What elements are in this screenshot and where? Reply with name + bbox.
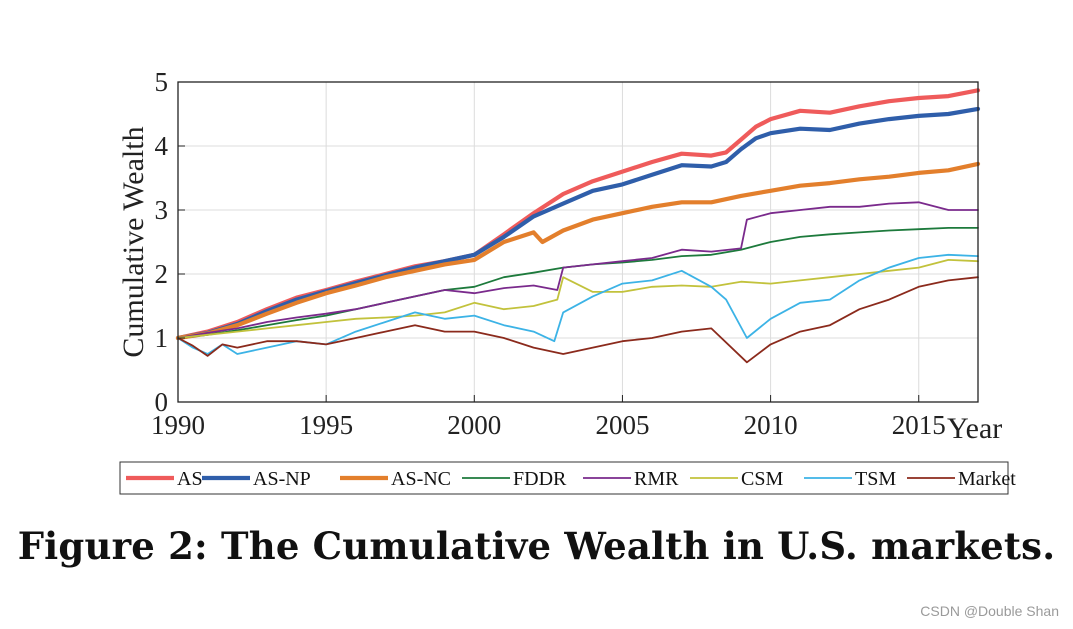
series-lines [175, 88, 981, 364]
series-line-rmr [177, 201, 979, 339]
y-axis-label: Cumulative Wealth [117, 126, 150, 357]
x-axis-label: Year [947, 412, 1002, 445]
legend-label: TSM [855, 468, 896, 490]
legend-label: AS-NP [253, 468, 311, 490]
y-tick-label: 3 [155, 195, 169, 225]
figure-caption: Figure 2: The Cumulative Wealth in U.S. … [17, 524, 1056, 568]
legend-label: AS [177, 468, 203, 490]
plot-frame [177, 81, 979, 403]
x-tick-label: 1995 [299, 410, 353, 440]
y-tick-label: 2 [155, 259, 169, 289]
series-line-market [177, 276, 979, 364]
legend-label: FDDR [513, 468, 567, 490]
x-tick-label: 2010 [744, 410, 798, 440]
series-line-tsm [177, 253, 979, 355]
legend: AS AS-NP AS-NC FDDR RMR CSM TSM Market [119, 461, 1016, 495]
series-line-fddr [177, 226, 979, 339]
series-line-as-nc [175, 161, 981, 341]
grid-lines [177, 81, 978, 403]
y-tick-label: 1 [155, 323, 169, 353]
legend-label: Market [958, 468, 1016, 490]
y-tick-label: 4 [155, 131, 169, 161]
legend-label: AS-NC [391, 468, 451, 490]
series-line-csm [177, 258, 979, 339]
y-tick-label: 0 [155, 387, 169, 417]
line-chart: 1990 1995 2000 2005 2010 2015 0 1 2 3 4 5 Cumulativ… [117, 67, 1016, 495]
legend-label: RMR [634, 468, 679, 490]
legend-box [119, 461, 1009, 495]
x-tick-label: 1990 [151, 410, 205, 440]
watermark: CSDN @Double Shan [920, 603, 1059, 619]
x-tick-label: 2005 [595, 410, 649, 440]
axis-ticks: 1990 1995 2000 2005 2010 2015 0 1 2 3 4 5 [151, 67, 946, 440]
x-tick-label: 2000 [447, 410, 501, 440]
legend-label: CSM [741, 468, 783, 490]
x-tick-label: 2015 [892, 410, 946, 440]
y-tick-label: 5 [155, 67, 169, 97]
